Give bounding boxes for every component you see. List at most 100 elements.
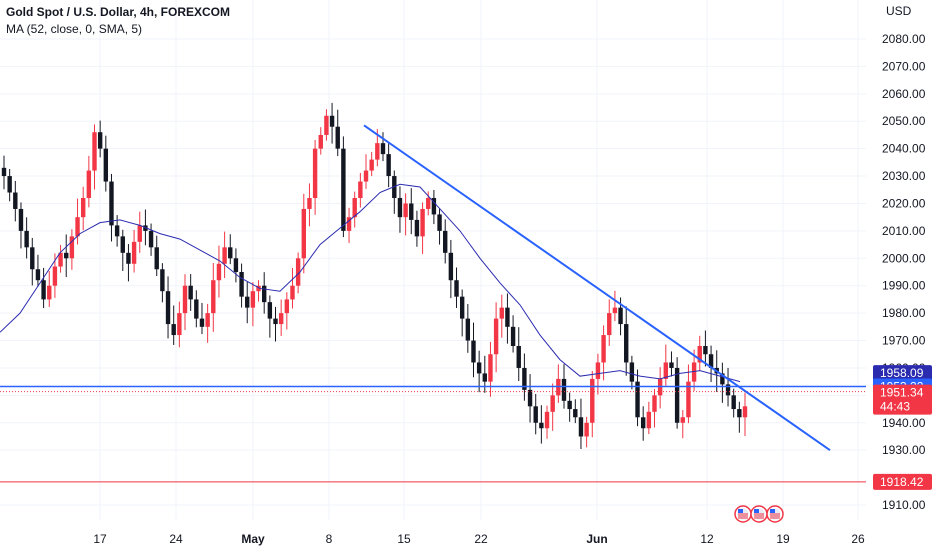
candle-body: [120, 236, 125, 253]
candle-body: [663, 362, 669, 379]
candle: [380, 132, 386, 162]
time-axis[interactable]: 17 24 May 8 15 22 Jun 12 19 26: [0, 528, 932, 550]
time-tick-label: 17: [93, 532, 107, 546]
candle-body: [652, 395, 657, 412]
economic-events[interactable]: [734, 505, 784, 523]
candle-body: [691, 362, 697, 382]
candle-body: [601, 335, 606, 363]
candle: [182, 274, 188, 331]
candle-body: [114, 225, 120, 237]
candle: [165, 276, 171, 339]
candle: [278, 299, 284, 336]
candle: [742, 392, 748, 436]
event-flag-canton: [738, 509, 743, 513]
candle: [522, 353, 527, 401]
candle-body: [358, 181, 363, 198]
price-tick-label: 1940.00: [882, 416, 926, 430]
event-flag-icon[interactable]: [750, 505, 768, 523]
candle: [465, 304, 471, 353]
candle: [437, 208, 442, 245]
candle: [533, 393, 538, 435]
candle-body: [465, 318, 471, 341]
candle-body: [261, 285, 267, 303]
candle-body: [75, 217, 80, 237]
candle: [103, 135, 109, 192]
candle-body: [510, 326, 516, 347]
candle-body: [199, 318, 205, 327]
candle-body: [256, 285, 261, 292]
candle: [86, 155, 92, 208]
candle: [488, 341, 493, 397]
candle-body: [177, 313, 182, 336]
price-tick-label: 2050.00: [882, 114, 926, 128]
candle-body: [290, 285, 295, 300]
candle: [646, 401, 652, 435]
candle-body: [312, 148, 318, 198]
candle: [120, 229, 125, 271]
candle-body: [324, 115, 329, 135]
candle-body: [369, 159, 374, 171]
candle-body: [578, 417, 584, 437]
candle: [205, 303, 210, 343]
candle-body: [624, 324, 629, 363]
candle-body: [307, 197, 312, 209]
candle: [397, 186, 403, 233]
candle-body: [188, 285, 193, 300]
candle: [148, 223, 154, 256]
candle-body: [250, 291, 256, 308]
candle-body: [267, 302, 273, 319]
candle-body: [148, 230, 154, 248]
candle: [737, 401, 742, 433]
candle-body: [742, 406, 748, 418]
price-label-text: 1918.42: [880, 475, 924, 489]
candle-body: [273, 318, 278, 325]
candle: [13, 180, 18, 222]
candle: [454, 267, 459, 308]
candle: [510, 315, 516, 353]
candle: [697, 335, 702, 372]
candle: [369, 151, 374, 177]
candle-body: [482, 373, 488, 382]
candle-body: [697, 346, 702, 363]
candle-body: [539, 422, 544, 429]
candle: [459, 289, 465, 337]
candle-body: [686, 381, 691, 418]
trendline[interactable]: [363, 124, 831, 451]
price-label-text: 1951.34: [880, 386, 924, 400]
event-flag-icon[interactable]: [766, 505, 784, 523]
candle: [177, 301, 182, 348]
currency-label[interactable]: USD: [886, 4, 912, 18]
price-axis[interactable]: 1910.001930.001940.001950.001960.001970.…: [866, 0, 932, 550]
candle-body: [86, 170, 92, 198]
candle: [160, 263, 165, 303]
event-flag-icon[interactable]: [734, 505, 752, 523]
candle-body: [397, 197, 403, 218]
symbol-title[interactable]: Gold Spot / U.S. Dollar, 4h, FOREXCOM: [6, 5, 231, 19]
candle: [312, 140, 318, 215]
candle-body: [1, 167, 7, 177]
price-tick-label: 2080.00: [882, 32, 926, 46]
ma-line: [0, 183, 741, 383]
candle-body: [493, 318, 499, 355]
candle-body: [437, 214, 442, 231]
candle-body: [52, 266, 58, 286]
candle-body: [380, 143, 386, 155]
candle-body: [595, 362, 601, 379]
candle-body: [607, 313, 612, 336]
indicator-label[interactable]: MA (52, close, 0, SMA, 5): [6, 22, 143, 36]
grid: [0, 0, 866, 520]
candle: [233, 248, 239, 283]
price-axis-bg: [866, 0, 932, 550]
candle: [75, 198, 80, 245]
candle: [35, 254, 41, 287]
candle-body: [505, 307, 510, 327]
candle: [290, 267, 295, 309]
candle-body: [561, 378, 567, 401]
candle-body: [731, 395, 736, 410]
candle: [409, 188, 414, 235]
candle: [493, 302, 499, 373]
chart-legend: Gold Spot / U.S. Dollar, 4h, FOREXCOM MA…: [6, 4, 230, 38]
candle: [471, 322, 476, 378]
candle: [640, 406, 646, 441]
